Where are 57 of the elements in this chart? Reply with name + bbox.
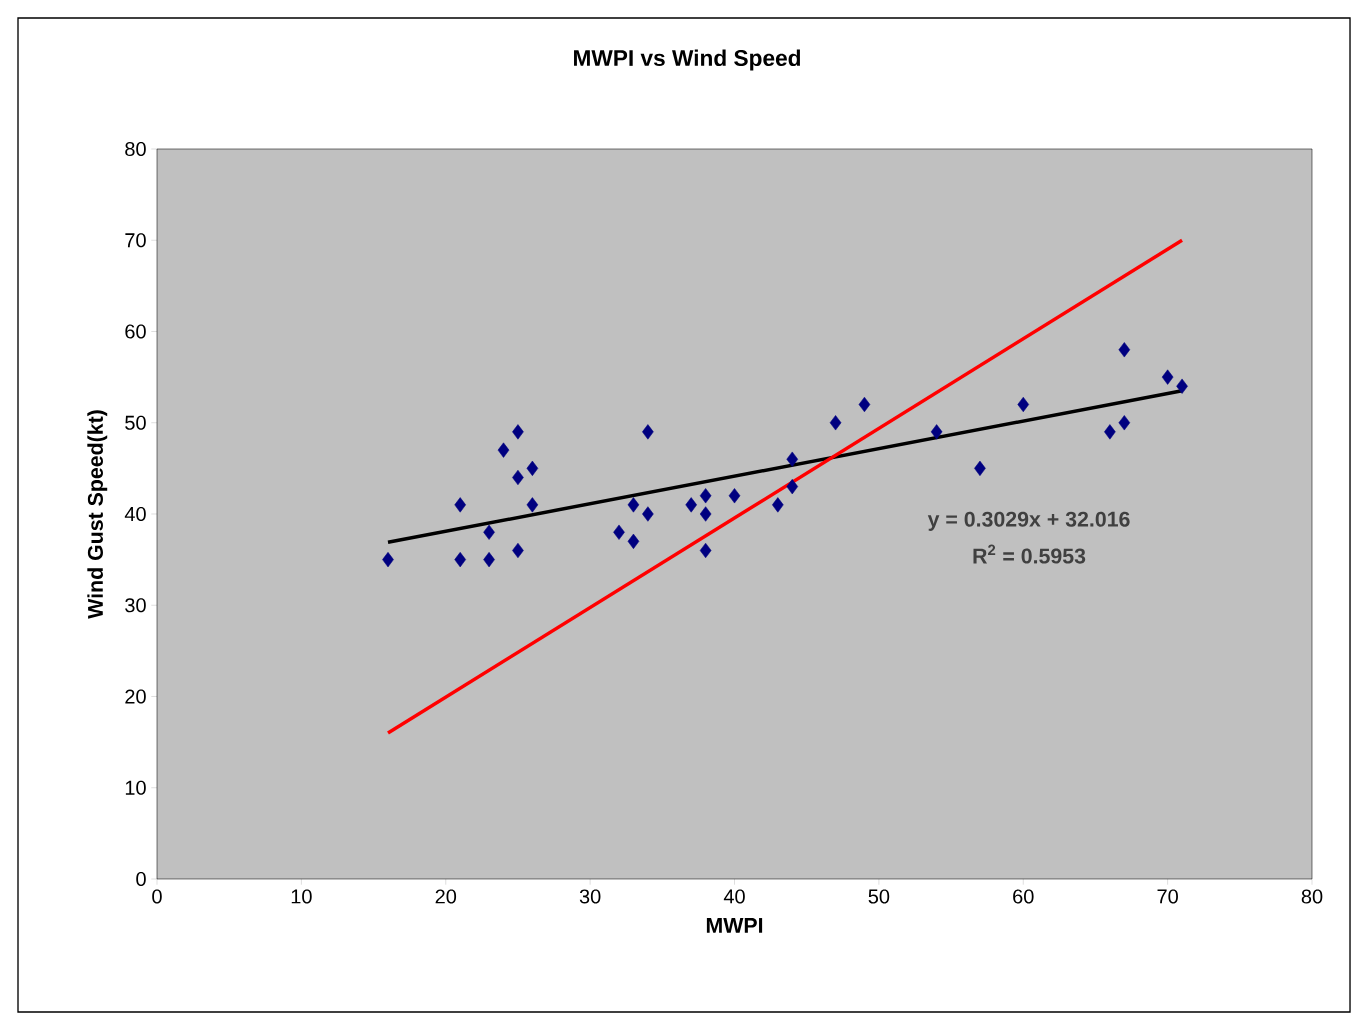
y-tick-label: 50: [125, 415, 146, 430]
point: [974, 460, 986, 476]
x-tick-label: 60: [1013, 889, 1034, 904]
y-tick-label: 80: [125, 141, 146, 157]
point: [382, 552, 394, 568]
annotation: R$^{2}$ = 0.5953: [973, 544, 1086, 564]
point: [512, 542, 524, 559]
point: [699, 488, 712, 504]
point: [526, 460, 539, 476]
chart-title: MWPI vs Wind Speed: [574, 49, 801, 71]
point: [613, 524, 625, 540]
y-tick-label: 40: [124, 506, 146, 522]
point: [526, 497, 539, 513]
x-tick-label: 30: [579, 889, 601, 904]
point: [627, 533, 640, 549]
point: [497, 442, 510, 458]
x-tick-label: 40: [723, 889, 745, 904]
point: [1017, 396, 1030, 413]
annotation: y = 0.3029x + 32.016: [927, 511, 1130, 531]
point: [1118, 342, 1131, 358]
point: [1104, 424, 1116, 440]
point: [786, 451, 799, 467]
point: [1176, 378, 1188, 394]
x-tick-label: 80: [1301, 889, 1323, 904]
point: [728, 488, 741, 504]
x-tick-label: 50: [868, 889, 890, 904]
x-axis-title: MWPI: [706, 918, 763, 933]
point: [642, 506, 654, 522]
point: [512, 424, 524, 440]
point: [642, 424, 654, 440]
point: [685, 497, 697, 513]
x-tick-label: 10: [291, 889, 312, 904]
point: [483, 552, 495, 568]
point: [829, 415, 842, 431]
point: [1118, 415, 1131, 431]
x-tick-label: 70: [1157, 889, 1178, 904]
x-tick-label: 20: [435, 889, 457, 904]
point: [699, 542, 712, 559]
y-axis-title: Wind Gust Speed(kt): [87, 410, 108, 619]
point: [786, 479, 799, 495]
point: [858, 396, 871, 413]
y-tick-label: 0: [136, 871, 146, 887]
point: [930, 424, 943, 440]
point: [454, 552, 466, 568]
point: [512, 469, 524, 486]
y-tick-label: 30: [125, 598, 146, 613]
point: [772, 497, 784, 513]
point: [699, 506, 712, 522]
y-tick-label: 10: [125, 780, 146, 795]
point: [1161, 369, 1174, 385]
y-tick-label: 20: [125, 689, 146, 704]
point: [483, 524, 495, 540]
y-tick-label: 60: [125, 324, 146, 339]
y-tick-label: 70: [125, 233, 146, 248]
x-tick-label: 0: [152, 889, 162, 904]
point: [627, 497, 640, 513]
point: [454, 497, 466, 513]
